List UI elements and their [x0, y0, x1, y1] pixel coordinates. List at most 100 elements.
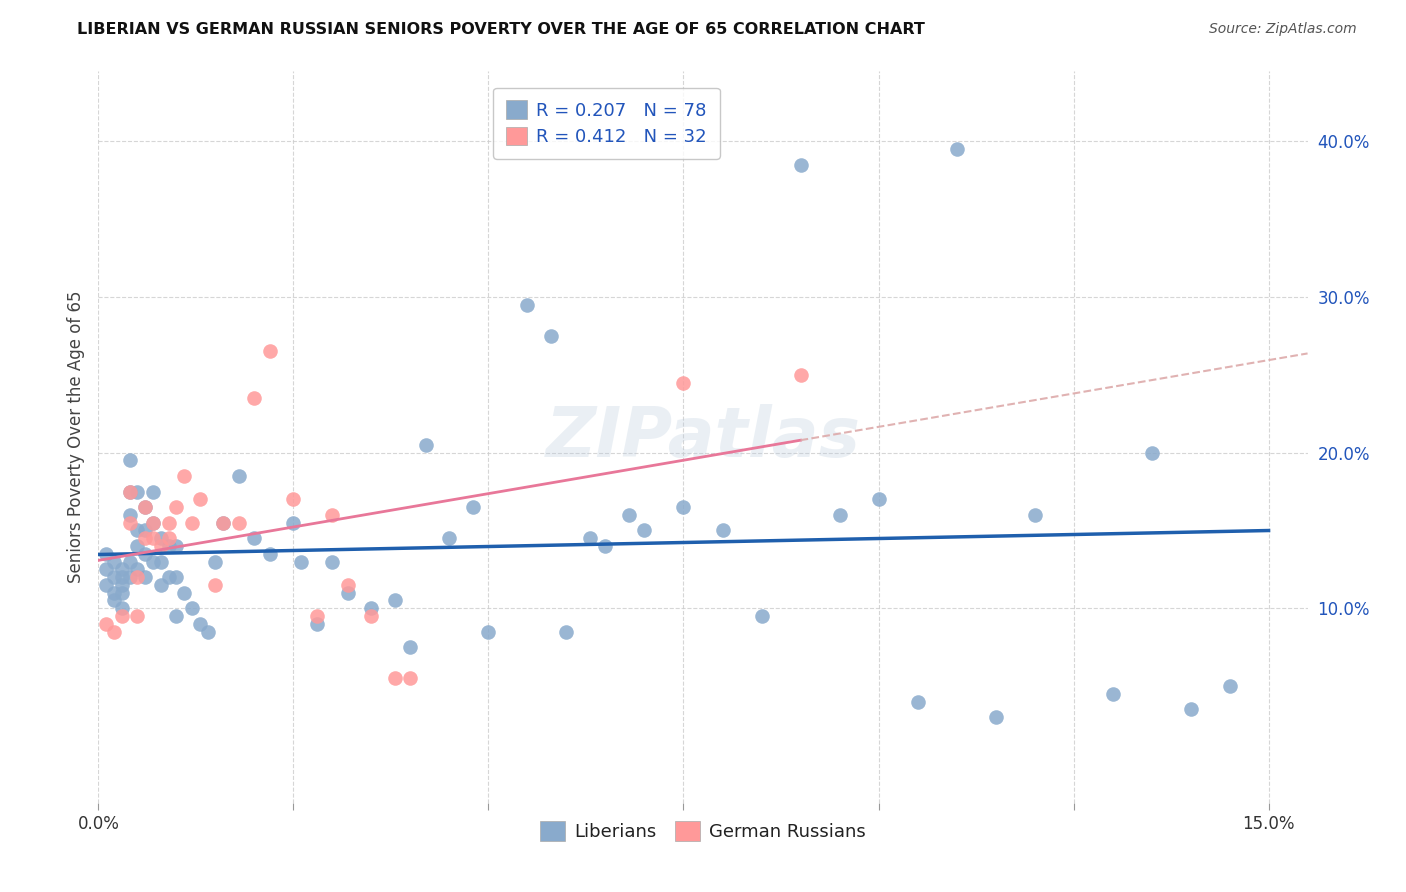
Point	[118, 453, 141, 467]
Point	[1024, 508, 1046, 522]
Point	[188, 616, 211, 631]
Point	[157, 516, 180, 530]
Point	[1101, 687, 1123, 701]
Point	[579, 531, 602, 545]
Point	[127, 484, 149, 499]
Point	[165, 609, 187, 624]
Point	[259, 344, 281, 359]
Point	[1180, 702, 1202, 716]
Point	[672, 500, 695, 515]
Point	[142, 555, 165, 569]
Point	[305, 616, 328, 631]
Point	[415, 438, 437, 452]
Point	[595, 539, 617, 553]
Point	[127, 609, 149, 624]
Point	[134, 531, 156, 545]
Point	[103, 585, 125, 599]
Point	[305, 609, 328, 624]
Point	[127, 562, 149, 576]
Y-axis label: Seniors Poverty Over the Age of 65: Seniors Poverty Over the Age of 65	[66, 291, 84, 583]
Point	[134, 524, 156, 538]
Point	[142, 516, 165, 530]
Point	[157, 531, 180, 545]
Text: LIBERIAN VS GERMAN RUSSIAN SENIORS POVERTY OVER THE AGE OF 65 CORRELATION CHART: LIBERIAN VS GERMAN RUSSIAN SENIORS POVER…	[77, 22, 925, 37]
Point	[516, 298, 538, 312]
Point	[103, 555, 125, 569]
Point	[868, 492, 890, 507]
Point	[165, 539, 187, 553]
Point	[360, 609, 382, 624]
Point	[142, 516, 165, 530]
Point	[907, 695, 929, 709]
Point	[118, 484, 141, 499]
Point	[283, 516, 305, 530]
Point	[165, 500, 187, 515]
Point	[118, 508, 141, 522]
Point	[149, 578, 172, 592]
Point	[127, 524, 149, 538]
Point	[134, 547, 156, 561]
Point	[290, 555, 312, 569]
Point	[283, 492, 305, 507]
Point	[1219, 679, 1241, 693]
Point	[173, 585, 195, 599]
Point	[134, 500, 156, 515]
Point	[711, 524, 734, 538]
Point	[157, 539, 180, 553]
Point	[789, 368, 811, 382]
Point	[384, 671, 406, 685]
Point	[142, 484, 165, 499]
Point	[103, 593, 125, 607]
Point	[259, 547, 281, 561]
Point	[477, 624, 499, 639]
Point	[111, 609, 134, 624]
Point	[96, 562, 118, 576]
Point	[337, 578, 360, 592]
Point	[212, 516, 235, 530]
Point	[142, 531, 165, 545]
Point	[672, 376, 695, 390]
Point	[111, 570, 134, 584]
Point	[173, 469, 195, 483]
Point	[134, 570, 156, 584]
Point	[118, 555, 141, 569]
Point	[103, 570, 125, 584]
Point	[243, 391, 266, 405]
Point	[149, 555, 172, 569]
Point	[945, 142, 967, 156]
Point	[103, 624, 125, 639]
Point	[149, 539, 172, 553]
Point	[118, 516, 141, 530]
Point	[96, 616, 118, 631]
Point	[127, 570, 149, 584]
Point	[96, 578, 118, 592]
Point	[118, 484, 141, 499]
Point	[96, 547, 118, 561]
Text: ZIPatlas: ZIPatlas	[546, 403, 860, 471]
Point	[555, 624, 578, 639]
Point	[111, 601, 134, 615]
Point	[165, 570, 187, 584]
Point	[439, 531, 461, 545]
Point	[1140, 445, 1163, 459]
Point	[181, 516, 204, 530]
Point	[360, 601, 382, 615]
Point	[228, 516, 250, 530]
Point	[461, 500, 484, 515]
Text: Source: ZipAtlas.com: Source: ZipAtlas.com	[1209, 22, 1357, 37]
Point	[399, 671, 422, 685]
Legend: Liberians, German Russians: Liberians, German Russians	[533, 814, 873, 848]
Point	[321, 555, 343, 569]
Point	[399, 640, 422, 655]
Point	[789, 158, 811, 172]
Point	[111, 585, 134, 599]
Point	[204, 555, 226, 569]
Point	[127, 539, 149, 553]
Point	[181, 601, 204, 615]
Point	[157, 570, 180, 584]
Point	[204, 578, 226, 592]
Point	[384, 593, 406, 607]
Point	[134, 500, 156, 515]
Point	[212, 516, 235, 530]
Point	[118, 570, 141, 584]
